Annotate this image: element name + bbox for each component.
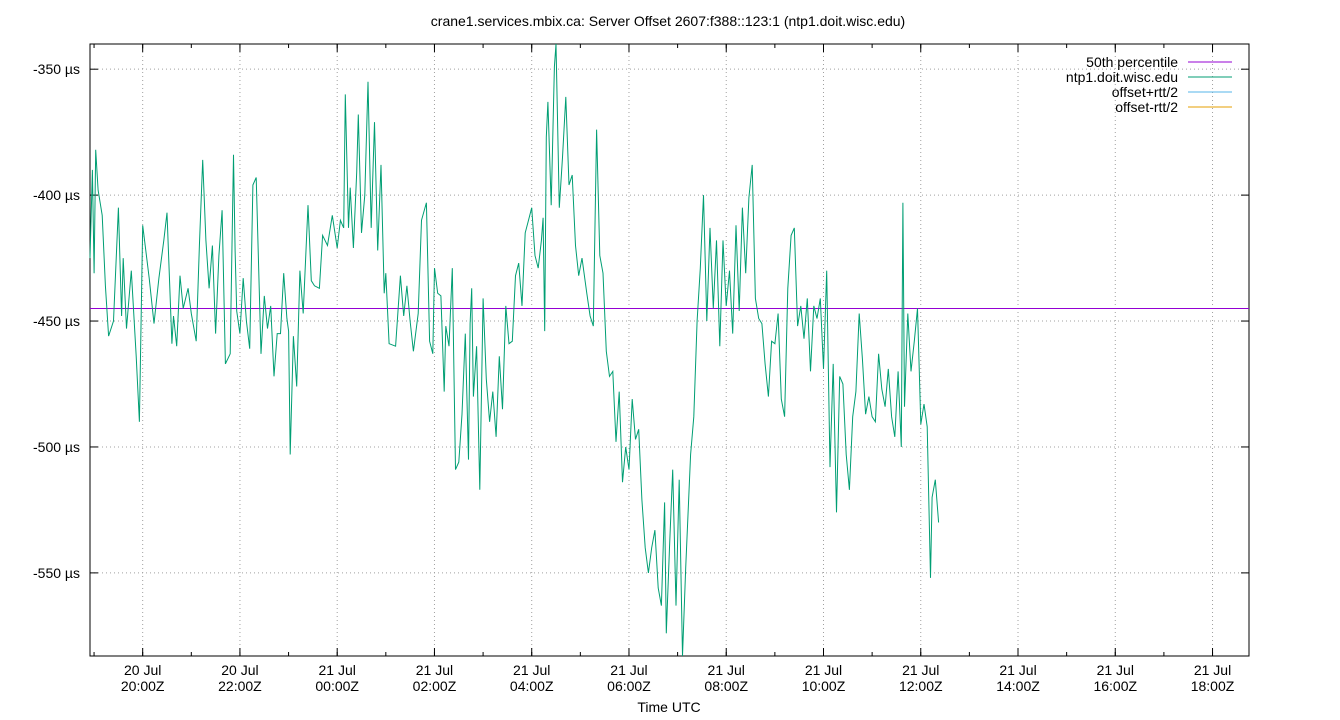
legend-label: ntp1.doit.wisc.edu: [1066, 69, 1178, 85]
x-tick-label-time: 16:00Z: [1093, 678, 1137, 694]
x-tick-label-date: 21 Jul: [610, 662, 647, 678]
x-tick-label-date: 21 Jul: [708, 662, 745, 678]
legend-label: offset+rtt/2: [1112, 84, 1178, 100]
x-tick-label-time: 06:00Z: [607, 678, 651, 694]
x-tick-label-date: 21 Jul: [999, 662, 1036, 678]
x-tick-label-time: 10:00Z: [802, 678, 846, 694]
x-tick-label-time: 04:00Z: [510, 678, 554, 694]
x-tick-label-time: 18:00Z: [1191, 678, 1235, 694]
legend: 50th percentilentp1.doit.wisc.eduoffset+…: [1066, 54, 1232, 115]
y-tick-label: -500 µs: [33, 439, 80, 455]
legend-label: 50th percentile: [1086, 54, 1178, 70]
y-tick-label: -450 µs: [33, 313, 80, 329]
x-tick-label-date: 21 Jul: [319, 662, 356, 678]
legend-label: offset-rtt/2: [1115, 99, 1178, 115]
x-tick-label-date: 20 Jul: [221, 662, 258, 678]
x-tick-label-date: 21 Jul: [805, 662, 842, 678]
y-tick-label: -400 µs: [33, 187, 80, 203]
x-tick-label-date: 21 Jul: [513, 662, 550, 678]
x-tick-label-date: 20 Jul: [124, 662, 161, 678]
x-tick-label-date: 21 Jul: [902, 662, 939, 678]
x-tick-label-time: 22:00Z: [218, 678, 262, 694]
x-tick-label-time: 00:00Z: [315, 678, 359, 694]
axes: -350 µs -400 µs -450 µs -500 µs -550 µs 20 Ju…: [33, 43, 1250, 694]
x-tick-label-time: 20:00Z: [121, 678, 165, 694]
x-tick-label-time: 14:00Z: [996, 678, 1040, 694]
x-tick-label-date: 21 Jul: [1194, 662, 1231, 678]
series-layer: [89, 43, 1249, 657]
x-tick-label-time: 02:00Z: [413, 678, 457, 694]
y-tick-label: -350 µs: [33, 61, 80, 77]
x-tick-label-date: 21 Jul: [416, 662, 453, 678]
x-tick-label-time: 08:00Z: [704, 678, 748, 694]
y-tick-label: -550 µs: [33, 565, 80, 581]
chart-title: crane1.services.mbix.ca: Server Offset 2…: [431, 13, 905, 29]
plot-border: [89, 43, 1250, 657]
x-axis-label: Time UTC: [637, 699, 700, 715]
x-tick-label-date: 21 Jul: [1097, 662, 1134, 678]
x-tick-label-time: 12:00Z: [899, 678, 943, 694]
